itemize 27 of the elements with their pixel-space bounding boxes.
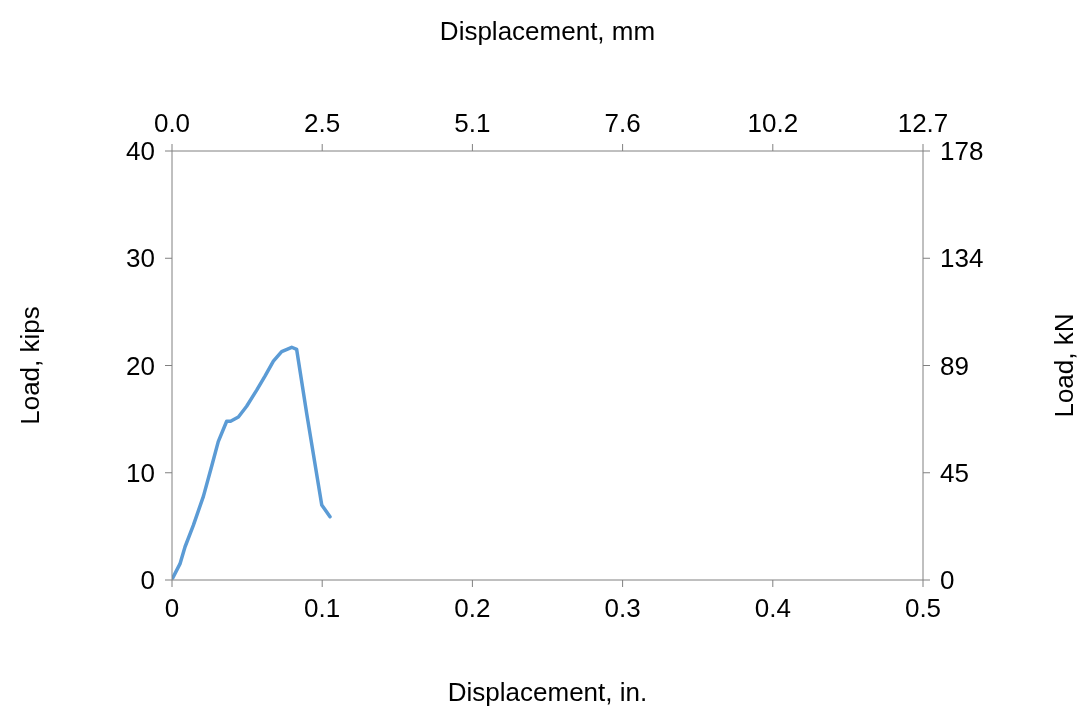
- x-tick-label: 0: [164, 593, 180, 624]
- y-tick-label: 0: [140, 565, 155, 596]
- y-axis-title: Load, kips: [15, 306, 46, 425]
- x2-tick-label: 5.1: [454, 108, 491, 138]
- x2-tick-label: 7.6: [604, 108, 641, 138]
- x-tick-label: 0.3: [604, 593, 641, 624]
- x-tick-label: 0.1: [304, 593, 341, 624]
- y-tick-label: 40: [126, 136, 155, 167]
- y2-tick-label: 45: [940, 457, 969, 488]
- x2-tick-label: 12.7: [897, 108, 949, 138]
- x-tick-label: 0.4: [754, 593, 791, 624]
- line-series: [172, 345, 332, 580]
- x-tick-label: 0.5: [904, 593, 942, 624]
- x2-tick-label: 10.2: [747, 108, 799, 138]
- y-tick-label: 10: [126, 457, 155, 488]
- y-tick-label: 20: [126, 350, 155, 381]
- y2-tick-label: 0: [940, 565, 955, 596]
- x-tick-label: 0.2: [454, 593, 491, 624]
- y2-axis-title: Load, kN: [1049, 313, 1080, 418]
- x2-axis-title: Displacement, mm: [439, 16, 656, 47]
- x2-tick-label: 0.0: [153, 108, 191, 138]
- y2-tick-label: 178: [940, 136, 984, 167]
- x2-tick-label: 2.5: [304, 108, 341, 138]
- y2-tick-label: 134: [940, 243, 984, 274]
- y2-tick-label: 89: [940, 350, 969, 381]
- x-axis-title: Displacement, in.: [447, 677, 648, 707]
- y-tick-label: 30: [126, 243, 155, 274]
